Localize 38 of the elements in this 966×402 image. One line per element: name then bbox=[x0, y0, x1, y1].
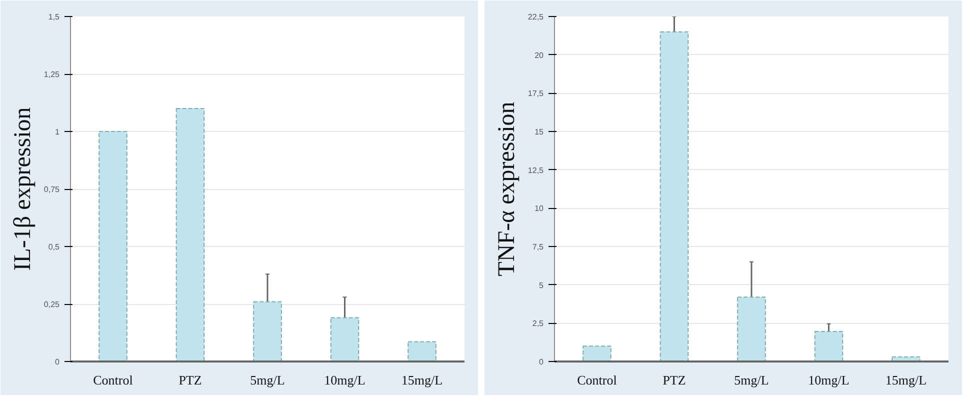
y-tick-label: 0,25 bbox=[44, 300, 60, 309]
y-tick-label: 1 bbox=[55, 128, 60, 136]
bar bbox=[330, 317, 360, 362]
x-tick-label: 10mg/L bbox=[808, 372, 850, 388]
y-tick-label: 17,5 bbox=[528, 89, 544, 98]
y-tick-label: 12,5 bbox=[528, 166, 544, 175]
bar bbox=[814, 330, 844, 362]
y-tick-label: 22,5 bbox=[528, 12, 544, 22]
y-tick-label: 0,5 bbox=[48, 242, 60, 252]
y-tick-label: 15 bbox=[534, 128, 544, 136]
x-tick-label: 5mg/L bbox=[734, 372, 769, 388]
bar bbox=[408, 341, 436, 362]
y-tick-label: 0,75 bbox=[44, 185, 60, 194]
x-tick-label: 10mg/L bbox=[324, 372, 366, 388]
bar bbox=[660, 31, 689, 362]
y-tick-label: 0 bbox=[539, 358, 544, 366]
y-axis-title: IL-1β expression bbox=[10, 107, 36, 271]
bar bbox=[98, 131, 128, 362]
x-tick-label: PTZ bbox=[662, 372, 686, 388]
x-tick-label: Control bbox=[93, 372, 134, 388]
y-axis-title: TNF-α expression bbox=[494, 102, 520, 276]
x-tick-label: Control bbox=[577, 372, 618, 388]
x-tick-label: 5mg/L bbox=[250, 372, 285, 388]
y-tick-label: 1,5 bbox=[48, 12, 60, 22]
x-tick-label: 15mg/L bbox=[401, 372, 443, 388]
y-tick-label: 20 bbox=[534, 50, 544, 60]
bar bbox=[737, 296, 766, 362]
x-tick-label: PTZ bbox=[178, 372, 202, 388]
bar bbox=[176, 108, 205, 362]
y-tick-label: 2,5 bbox=[532, 319, 544, 328]
y-tick-label: 0 bbox=[55, 358, 60, 366]
bar bbox=[253, 301, 282, 362]
bar bbox=[582, 346, 612, 362]
y-tick-label: 1,25 bbox=[44, 70, 60, 79]
y-tick-label: 7,5 bbox=[532, 242, 544, 252]
y-tick-label: 10 bbox=[534, 204, 544, 214]
y-tick-label: 5 bbox=[539, 280, 544, 290]
x-tick-label: 15mg/L bbox=[885, 372, 927, 388]
